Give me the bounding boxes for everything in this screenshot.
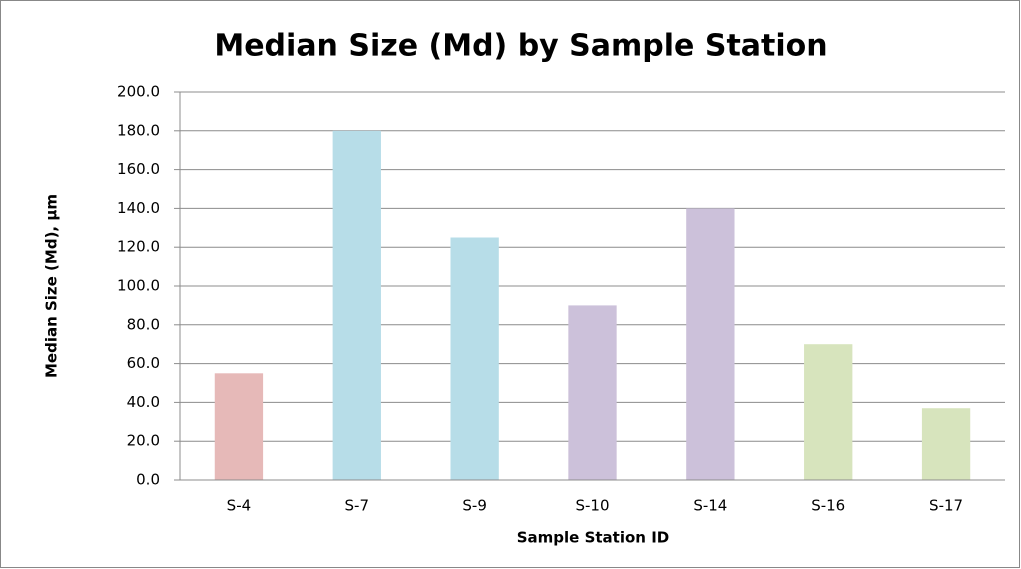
x-axis-title: Sample Station ID [517,529,669,547]
x-tick-label: S-4 [227,497,251,515]
bar [921,408,971,480]
y-axis-title: Median Size (Md), µm [43,194,61,378]
y-tick-label: 0.0 [136,471,160,489]
y-tick-label: 160.0 [117,160,160,178]
y-tick-label: 140.0 [117,199,160,217]
x-tick-label: S-16 [811,497,845,515]
x-tick-label: S-14 [693,497,727,515]
bar [214,373,264,480]
x-tick-label: S-7 [345,497,369,515]
y-tick-label: 60.0 [127,354,160,372]
x-tick-label: S-9 [462,497,486,515]
bar [450,237,499,480]
y-tick-label: 20.0 [127,432,160,450]
bar [804,344,853,480]
x-tick-label: S-17 [929,497,963,515]
x-tick-label: S-10 [575,497,609,515]
y-tick-label: 80.0 [127,315,160,333]
y-tick-label: 40.0 [127,393,160,411]
y-tick-label: 200.0 [117,83,160,101]
chart-title: Median Size (Md) by Sample Station [214,29,827,64]
bar [568,305,617,480]
bar [332,130,381,481]
bar [686,208,735,480]
y-tick-label: 120.0 [117,238,160,256]
y-tick-label: 100.0 [117,277,160,295]
y-tick-label: 180.0 [117,121,160,139]
